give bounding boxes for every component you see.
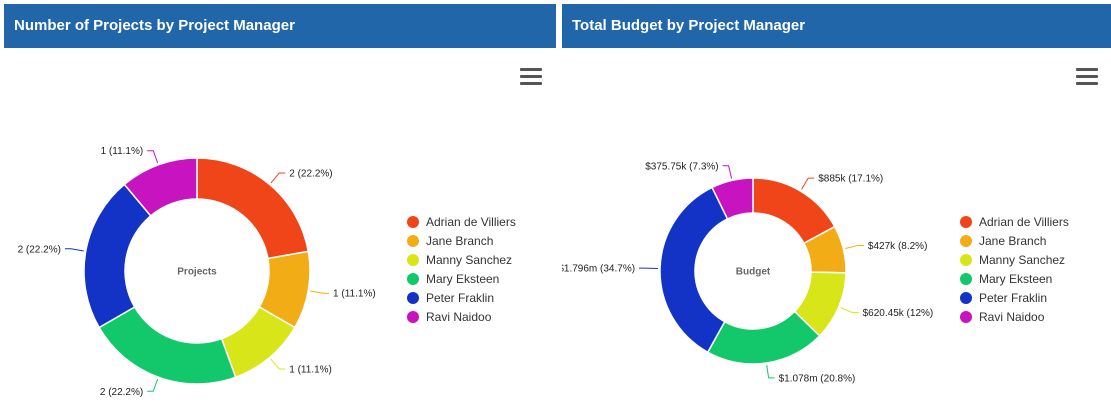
label-connector — [310, 290, 330, 294]
data-label: $427k (8.2%) — [868, 241, 927, 252]
data-label: $620.45k (12%) — [863, 308, 934, 319]
label-connector — [801, 177, 815, 190]
legend-item[interactable]: Manny Sanchez — [426, 253, 512, 267]
projects-panel: Number of Projects by Project Manager 2 … — [4, 4, 556, 409]
legend-swatch[interactable] — [960, 216, 972, 228]
label-connector — [147, 378, 159, 392]
hamburger-menu-icon[interactable] — [520, 68, 542, 86]
donut-slice-3[interactable] — [706, 310, 821, 365]
legend-item[interactable]: Adrian de Villiers — [979, 215, 1069, 229]
legend-swatch[interactable] — [960, 235, 972, 247]
panel-title: Total Budget by Project Manager — [562, 4, 1111, 48]
data-label: $1.078m (20.8%) — [779, 373, 856, 384]
data-label: $1.796m (34.7%) — [562, 264, 635, 275]
donut-slice-4[interactable] — [659, 186, 729, 354]
label-connector — [845, 244, 864, 250]
data-label: 2 (22.2%) — [18, 244, 61, 255]
data-label: 1 (11.1%) — [289, 365, 332, 376]
donut-slice-5[interactable] — [123, 157, 198, 217]
legend-item[interactable]: Jane Branch — [426, 234, 493, 248]
legend-swatch[interactable] — [407, 292, 419, 304]
budget-donut-chart: $885k (17.1%) $427k (8.2%) $620.45k (12%) $… — [562, 161, 1069, 384]
legend-item[interactable]: Peter Fraklin — [979, 291, 1047, 305]
data-label: 2 (22.2%) — [289, 168, 332, 179]
label-connector — [147, 150, 159, 164]
data-label: $885k (17.1%) — [818, 174, 883, 185]
label-connector — [722, 165, 733, 179]
donut-slice-5[interactable] — [711, 177, 754, 220]
legend-item[interactable]: Ravi Naidoo — [979, 310, 1045, 324]
label-connector — [840, 307, 859, 314]
legend-item[interactable]: Mary Eksteen — [426, 272, 499, 286]
label-connector — [64, 248, 84, 252]
legend-swatch[interactable] — [407, 254, 419, 266]
center-label: Projects — [177, 267, 217, 278]
legend-swatch[interactable] — [407, 235, 419, 247]
data-label: 1 (11.1%) — [333, 289, 376, 300]
data-label: 2 (22.2%) — [100, 387, 143, 398]
label-connector — [270, 358, 286, 370]
legend-item[interactable]: Mary Eksteen — [979, 272, 1052, 286]
center-label: Budget — [736, 267, 771, 278]
donut-slice-4[interactable] — [83, 183, 152, 329]
legend-item[interactable]: Manny Sanchez — [979, 253, 1065, 267]
legend-swatch[interactable] — [960, 254, 972, 266]
donut-slice-3[interactable] — [98, 305, 237, 385]
legend-swatch[interactable] — [407, 216, 419, 228]
legend-swatch[interactable] — [407, 311, 419, 323]
legend-item[interactable]: Adrian de Villiers — [426, 215, 516, 229]
legend-swatch[interactable] — [960, 292, 972, 304]
legend-swatch[interactable] — [960, 311, 972, 323]
legend-item[interactable]: Ravi Naidoo — [426, 310, 492, 324]
budget-panel: Total Budget by Project Manager $885k (1… — [562, 4, 1111, 409]
legend-item[interactable]: Jane Branch — [979, 234, 1046, 248]
legend-swatch[interactable] — [407, 273, 419, 285]
data-label: $375.75k (7.3%) — [645, 161, 718, 172]
data-label: 1 (11.1%) — [101, 146, 144, 157]
legend-swatch[interactable] — [960, 273, 972, 285]
projects-donut-chart: 2 (22.2%) 1 (11.1%) 1 (11.1%) 2 (22.2%) 2 (2… — [18, 146, 516, 398]
legend-item[interactable]: Peter Fraklin — [426, 291, 494, 305]
label-connector — [766, 364, 775, 379]
hamburger-menu-icon[interactable] — [1076, 68, 1098, 86]
label-connector — [270, 172, 286, 184]
panel-title: Number of Projects by Project Manager — [4, 4, 556, 48]
